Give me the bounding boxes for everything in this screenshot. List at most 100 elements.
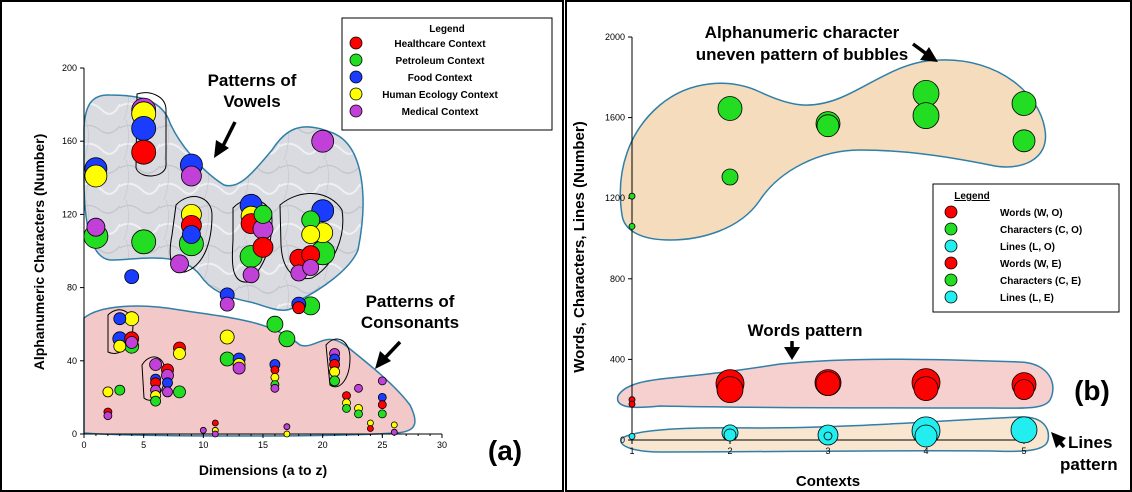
- panel-b-legend-title: Legend: [954, 191, 990, 202]
- legend-marker: [944, 239, 958, 253]
- data-point-green: [816, 114, 840, 138]
- panel-b-legend: Legend Words (W, O) Characters (C, O) Line…: [932, 183, 1120, 313]
- legend-label: Food Context: [408, 73, 473, 84]
- data-point-purple: [162, 386, 173, 398]
- data-point-blue: [124, 269, 140, 285]
- data-point-purple: [211, 430, 219, 438]
- arrow-characters-head: [920, 47, 938, 62]
- data-point-green: [354, 409, 363, 419]
- x-tick-label: 10: [198, 440, 208, 450]
- y-tick-label: 40: [67, 356, 77, 366]
- data-point-purple: [170, 254, 189, 274]
- arrow-lines-head: [1051, 432, 1066, 448]
- data-point-green: [717, 96, 743, 121]
- data-point-green: [628, 222, 636, 230]
- legend-marker: [944, 290, 958, 304]
- arrow-consonants-head: [375, 351, 391, 369]
- data-point-yellow: [124, 311, 140, 327]
- panel-b-xlabel: Contexts: [796, 473, 860, 490]
- data-point-purple: [103, 411, 113, 421]
- y-tick-label: 200: [62, 63, 77, 73]
- panel-a-legend: Legend Healthcare Context Petroleum Conte…: [341, 17, 553, 131]
- annotation-consonants-line2: Consonants: [361, 313, 459, 332]
- legend-marker: [944, 273, 958, 287]
- x-tick-label: 20: [318, 440, 328, 450]
- annotation-vowels-line1: Patterns of: [208, 71, 297, 90]
- data-point-purple: [377, 376, 387, 386]
- data-point-blue: [377, 392, 387, 402]
- data-point-yellow: [329, 366, 341, 378]
- annotation-vowels-line2: Vowels: [223, 92, 280, 111]
- panel-b-points: [628, 80, 1038, 448]
- data-point-red: [211, 419, 219, 427]
- arrow-vowels-head: [214, 140, 229, 158]
- data-point-red: [815, 371, 841, 397]
- data-point-blue: [131, 115, 157, 141]
- arrow-words-head: [784, 347, 800, 360]
- data-point-green: [342, 403, 351, 413]
- panel-b-legend-box: [932, 183, 1120, 313]
- data-point-green: [253, 204, 273, 224]
- annotation-lines-line1: Lines: [1068, 433, 1112, 452]
- data-point-cyan: [823, 431, 833, 441]
- cluster-outline-e: [135, 92, 167, 177]
- data-point-cyan: [914, 424, 938, 448]
- data-point-purple: [232, 361, 246, 375]
- data-point-red: [1013, 379, 1035, 401]
- data-point-yellow: [390, 421, 398, 429]
- legend-marker: [944, 205, 958, 219]
- x-tick-label: 5: [141, 440, 146, 450]
- data-point-red: [342, 391, 351, 401]
- legend-label: Lines (L, O): [1000, 242, 1055, 253]
- data-point-purple: [302, 259, 320, 276]
- legend-label: Human Ecology Context: [382, 90, 498, 101]
- data-point-blue: [181, 225, 201, 244]
- data-point-purple: [180, 165, 202, 187]
- y-tick-label: 1200: [605, 193, 625, 203]
- data-point-red: [292, 301, 306, 315]
- panel-a-axes: 0 5 10 15 20 25 30 0 40 80 120 160 200: [62, 63, 447, 450]
- data-point-green: [912, 102, 940, 129]
- data-point-green: [114, 384, 126, 396]
- panel-a-xlabel: Dimensions (a to z): [199, 462, 327, 478]
- data-point-red: [270, 365, 280, 375]
- y-tick-label: 2000: [605, 32, 625, 42]
- data-point-green: [219, 351, 235, 367]
- panel-a-legend-box: [341, 17, 553, 131]
- panel-a-legend-items: Healthcare Context Petroleum Context Food …: [349, 36, 498, 118]
- panel-b-tag: (b): [1074, 375, 1110, 406]
- legend-label: Lines (L, E): [1000, 293, 1054, 304]
- data-point-purple: [219, 296, 235, 312]
- panel-a-points: [83, 97, 398, 438]
- panel-a-legend-title: Legend: [429, 24, 465, 35]
- panel-a-ylabel: Alphanumeric Characters (Number): [31, 134, 47, 371]
- data-point-yellow: [84, 164, 108, 188]
- data-point-red: [366, 425, 374, 432]
- x-tick-label: 4: [923, 446, 928, 456]
- data-point-green: [266, 315, 284, 333]
- legend-label: Words (W, O): [1000, 208, 1063, 219]
- data-point-green: [1012, 129, 1036, 153]
- data-point-red: [913, 376, 939, 402]
- panel-a-frame: [0, 0, 564, 492]
- panel-b: 1 2 3 4 5 0 400 800 1200 1600 2000 Alphanumeric ch…: [571, 23, 1120, 490]
- x-tick-label: 15: [258, 440, 268, 450]
- legend-marker: [349, 87, 363, 101]
- y-tick-label: 80: [67, 283, 77, 293]
- data-point-yellow: [173, 347, 186, 360]
- data-point-purple: [125, 336, 139, 349]
- x-tick-label: 1: [629, 446, 634, 456]
- legend-marker: [944, 256, 958, 270]
- legend-label: Characters (C, O): [1000, 225, 1082, 236]
- legend-label: Petroleum Context: [396, 56, 486, 67]
- data-point-yellow: [102, 386, 114, 398]
- data-point-green: [278, 330, 296, 348]
- legend-marker: [944, 222, 958, 236]
- legend-marker: [349, 36, 363, 50]
- panel-a: 0 5 10 15 20 25 30 0 40 80 120 160 200 Patterns of V…: [31, 17, 553, 478]
- data-point-red: [377, 400, 387, 410]
- data-point-yellow: [219, 329, 235, 345]
- data-point-red: [628, 400, 636, 408]
- legend-label: Words (W, E): [1000, 259, 1061, 270]
- data-point-green: [150, 395, 162, 407]
